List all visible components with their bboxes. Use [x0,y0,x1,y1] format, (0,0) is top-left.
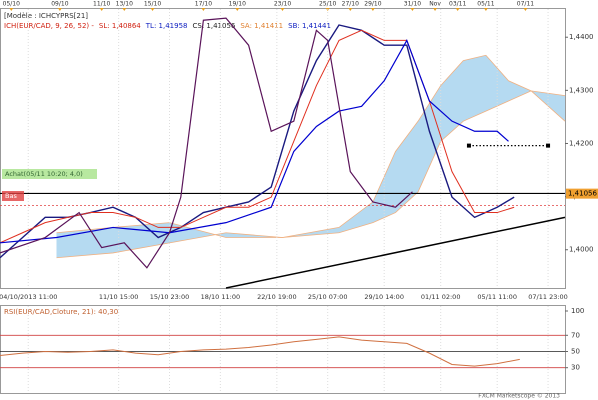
indicator-label: SA: 1,41411 [240,22,283,30]
top-tick-mark [201,8,206,11]
top-tick-mark [370,8,375,11]
target-end [546,143,551,148]
series-line [0,38,509,244]
cloud-layer [56,54,566,259]
top-tick-label: 05/10 [3,1,20,8]
top-tick-mark [57,8,62,11]
indicator-label: SB: 1,41441 [288,22,331,30]
footer: FXCM Marketscope © 2013 [478,393,560,400]
top-tick-label: 29/10 [364,1,381,8]
annotation-box [2,191,24,201]
top-tick-label: 17/10 [195,1,212,8]
series-line [0,336,520,367]
series-line [0,17,413,269]
top-tick-mark [348,8,353,11]
indicator-label: ICH(EUR/CAD, 9, 26, 52) - [4,22,94,30]
top-tick-label: 15/10 [144,1,161,8]
x-tick-label: 11/10 15:00 [99,293,139,301]
annotation-text: Achat(05/11 10:20; 4,0) [5,170,83,178]
x-tick-label: 05/11 11:00 [477,293,517,301]
annotation: Achat(05/11 10:20; 4,0) [2,169,97,179]
cloud-fill [56,55,565,258]
price-label-box [566,188,598,199]
y-tick-label: 1,4200 [569,139,594,147]
top-tick-mark [9,8,14,11]
indicator-label: CS: 1,41056 [192,22,235,30]
top-tick-label: 03/11 [449,1,466,8]
series-line [0,29,515,244]
y-tick-label: 1,4000 [569,246,594,254]
indicator-label: TL: 1,41958 [145,22,188,30]
top-tick-mark [150,8,155,11]
annotation: Bas [2,191,24,201]
x-tick-label: 01/11 02:00 [421,293,461,301]
top-tick-mark [280,8,285,11]
rsi-title: RSI(EUR/CAD,Cloture, 21): 40,30 [4,308,118,316]
top-tick-label: 11/10 [93,1,110,8]
top-tick-mark [455,8,460,11]
annotation-text: Bas [5,192,17,200]
annotation-box [2,169,97,179]
top-tick-mark [122,8,127,11]
top-tick-label: 09/10 [51,1,68,8]
top-tick-label: 27/10 [342,1,359,8]
top-tick-mark [433,8,438,11]
x-tick-label: 29/10 14:00 [364,293,404,301]
x-tick-label: 15/10 23:00 [150,293,190,301]
top-tick-mark [99,8,104,11]
cloud-span-b [56,90,566,238]
y-tick-label: 50 [571,348,580,356]
top-tick-label: 25/10 [319,1,336,8]
x-tick-label: 25/10 07:00 [308,293,348,301]
y-tick-label: 1,4400 [569,33,594,41]
top-tick-label: 31/10 [404,1,421,8]
y-tick-label: 1,4300 [569,86,594,94]
top-tick-label: 19/10 [229,1,246,8]
x-tick-label: 07/11 23:00 [528,293,568,301]
top-tick-mark [410,8,415,11]
top-tick-label: 05/11 [477,1,494,8]
y-tick-label: 30 [571,364,580,372]
x-tick-label: 22/10 19:00 [257,293,297,301]
x-tick-label: 18/10 11:00 [201,293,241,301]
model-label: [Modèle : ICHCYPRS[21] [4,12,88,20]
target-end [466,143,471,148]
top-tick-label: Nov [429,1,441,8]
top-tick-label: 23/10 [274,1,291,8]
y-tick-label: 100 [571,307,584,315]
indicator-label: SL: 1,40864 [99,22,141,30]
y-tick-label: 70 [571,331,580,339]
x-tick-label: 04/10/2013 11:00 [0,293,57,301]
top-tick-mark [483,8,488,11]
top-tick-label: 13/10 [116,1,133,8]
top-tick-mark [235,8,240,11]
top-tick-mark [523,8,528,11]
trendline [225,216,566,289]
cloud-span-a [56,54,566,259]
price-label: 1,41056 [568,190,597,198]
top-tick-label: 07/11 [517,1,534,8]
rsi-panel [0,305,566,394]
